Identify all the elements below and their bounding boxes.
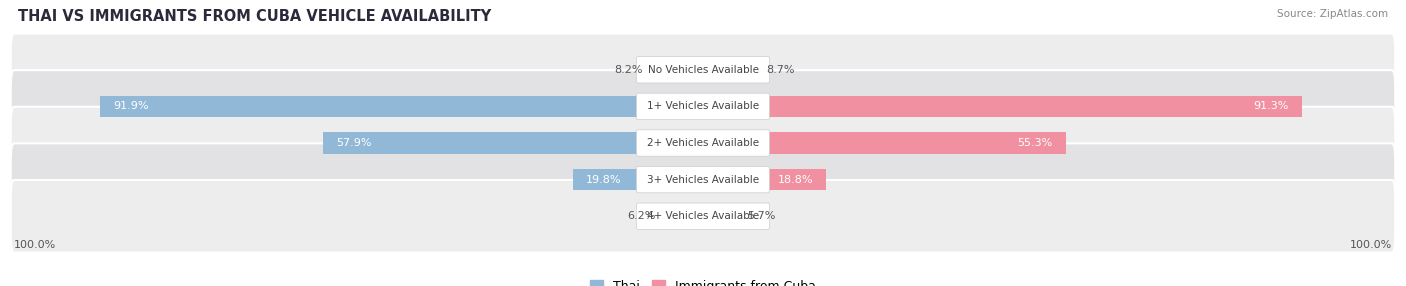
- Text: 8.7%: 8.7%: [766, 65, 796, 75]
- FancyBboxPatch shape: [11, 70, 1395, 143]
- Bar: [703, 59, 761, 80]
- Legend: Thai, Immigrants from Cuba: Thai, Immigrants from Cuba: [585, 275, 821, 286]
- FancyBboxPatch shape: [11, 180, 1395, 253]
- FancyBboxPatch shape: [637, 93, 769, 120]
- Bar: [323, 132, 703, 154]
- Text: 2+ Vehicles Available: 2+ Vehicles Available: [647, 138, 759, 148]
- Text: No Vehicles Available: No Vehicles Available: [648, 65, 758, 75]
- Bar: [703, 206, 741, 227]
- Text: 100.0%: 100.0%: [1350, 240, 1392, 250]
- Bar: [662, 206, 703, 227]
- Text: 5.7%: 5.7%: [747, 211, 775, 221]
- Text: Source: ZipAtlas.com: Source: ZipAtlas.com: [1277, 9, 1388, 19]
- Text: THAI VS IMMIGRANTS FROM CUBA VEHICLE AVAILABILITY: THAI VS IMMIGRANTS FROM CUBA VEHICLE AVA…: [18, 9, 492, 23]
- FancyBboxPatch shape: [637, 130, 769, 156]
- Text: 18.8%: 18.8%: [778, 175, 813, 184]
- Text: 19.8%: 19.8%: [586, 175, 621, 184]
- Bar: [703, 132, 1066, 154]
- Bar: [100, 96, 703, 117]
- Text: 91.3%: 91.3%: [1254, 102, 1289, 111]
- Bar: [574, 169, 703, 190]
- FancyBboxPatch shape: [637, 203, 769, 229]
- Text: 57.9%: 57.9%: [336, 138, 371, 148]
- Text: 8.2%: 8.2%: [614, 65, 643, 75]
- FancyBboxPatch shape: [11, 143, 1395, 216]
- FancyBboxPatch shape: [637, 57, 769, 83]
- Text: 91.9%: 91.9%: [112, 102, 149, 111]
- Text: 100.0%: 100.0%: [14, 240, 56, 250]
- Bar: [650, 59, 703, 80]
- Text: 6.2%: 6.2%: [627, 211, 655, 221]
- FancyBboxPatch shape: [11, 107, 1395, 179]
- Text: 4+ Vehicles Available: 4+ Vehicles Available: [647, 211, 759, 221]
- Text: 55.3%: 55.3%: [1018, 138, 1053, 148]
- Text: 3+ Vehicles Available: 3+ Vehicles Available: [647, 175, 759, 184]
- FancyBboxPatch shape: [11, 33, 1395, 106]
- Bar: [703, 169, 827, 190]
- Text: 1+ Vehicles Available: 1+ Vehicles Available: [647, 102, 759, 111]
- FancyBboxPatch shape: [637, 166, 769, 193]
- Bar: [703, 96, 1302, 117]
